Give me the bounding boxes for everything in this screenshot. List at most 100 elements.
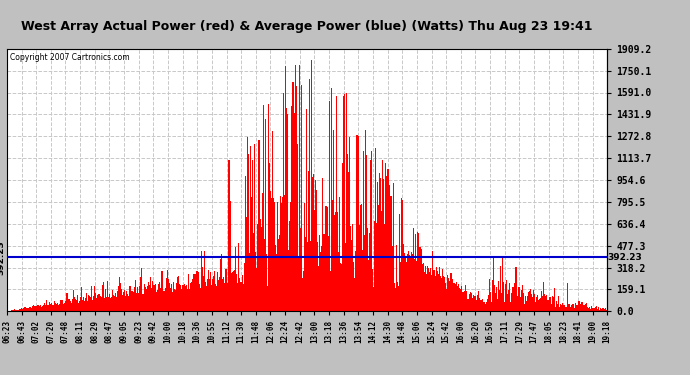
Bar: [236, 274, 237, 311]
Bar: [317, 266, 319, 311]
Bar: [314, 210, 315, 311]
Bar: [584, 305, 586, 311]
Bar: [137, 287, 139, 311]
Bar: [224, 279, 226, 311]
Bar: [353, 262, 354, 311]
Bar: [479, 298, 480, 311]
Bar: [564, 306, 565, 311]
Bar: [149, 285, 150, 311]
Bar: [466, 291, 467, 311]
Bar: [413, 228, 414, 311]
Bar: [384, 162, 386, 311]
Bar: [201, 251, 202, 311]
Bar: [374, 221, 375, 311]
Bar: [477, 296, 478, 311]
Bar: [359, 225, 360, 311]
Bar: [188, 274, 189, 311]
Bar: [391, 232, 393, 311]
Bar: [324, 260, 326, 311]
Bar: [291, 106, 293, 311]
Bar: [399, 214, 400, 311]
Bar: [533, 290, 534, 311]
Bar: [167, 270, 168, 311]
Bar: [516, 296, 518, 311]
Bar: [138, 293, 139, 311]
Bar: [489, 279, 491, 311]
Bar: [408, 255, 410, 311]
Bar: [505, 285, 506, 311]
Bar: [132, 292, 134, 311]
Bar: [301, 85, 302, 311]
Bar: [101, 298, 103, 311]
Bar: [255, 252, 256, 311]
Bar: [565, 307, 566, 311]
Bar: [13, 310, 14, 311]
Bar: [302, 278, 304, 311]
Bar: [600, 308, 601, 311]
Bar: [58, 305, 59, 311]
Bar: [184, 284, 185, 311]
Bar: [480, 300, 482, 311]
Bar: [337, 212, 338, 311]
Bar: [212, 279, 213, 311]
Bar: [344, 94, 345, 311]
Bar: [259, 219, 261, 311]
Bar: [56, 304, 57, 311]
Bar: [472, 298, 473, 311]
Bar: [52, 305, 53, 311]
Bar: [552, 296, 553, 311]
Bar: [290, 202, 292, 311]
Bar: [169, 283, 170, 311]
Bar: [72, 299, 73, 311]
Bar: [164, 291, 165, 311]
Bar: [396, 245, 397, 311]
Bar: [468, 299, 469, 311]
Bar: [348, 136, 350, 311]
Bar: [430, 268, 431, 311]
Bar: [23, 308, 24, 311]
Bar: [66, 293, 68, 311]
Bar: [449, 280, 451, 311]
Bar: [248, 154, 249, 311]
Bar: [350, 226, 351, 311]
Bar: [544, 296, 546, 311]
Bar: [26, 308, 27, 311]
Bar: [457, 286, 458, 311]
Bar: [333, 130, 334, 311]
Bar: [558, 296, 560, 311]
Bar: [80, 297, 81, 311]
Bar: [346, 93, 347, 311]
Bar: [66, 302, 67, 311]
Bar: [164, 291, 166, 311]
Bar: [226, 283, 228, 311]
Bar: [578, 306, 579, 311]
Bar: [343, 96, 344, 311]
Bar: [231, 278, 233, 311]
Bar: [144, 284, 145, 311]
Bar: [587, 307, 589, 311]
Bar: [339, 197, 340, 311]
Bar: [508, 290, 509, 311]
Bar: [92, 300, 93, 311]
Bar: [106, 297, 108, 311]
Bar: [460, 289, 462, 311]
Text: 392.23: 392.23: [608, 253, 642, 262]
Bar: [198, 272, 199, 311]
Bar: [474, 296, 475, 311]
Bar: [431, 275, 432, 311]
Bar: [279, 235, 280, 311]
Bar: [388, 185, 390, 311]
Bar: [525, 296, 526, 311]
Bar: [166, 278, 168, 311]
Bar: [352, 224, 353, 311]
Bar: [278, 238, 279, 311]
Bar: [264, 239, 266, 311]
Bar: [253, 232, 254, 311]
Bar: [502, 256, 503, 311]
Bar: [152, 285, 154, 311]
Bar: [19, 309, 20, 311]
Bar: [532, 297, 533, 311]
Bar: [268, 104, 269, 311]
Bar: [195, 274, 197, 311]
Bar: [157, 284, 159, 311]
